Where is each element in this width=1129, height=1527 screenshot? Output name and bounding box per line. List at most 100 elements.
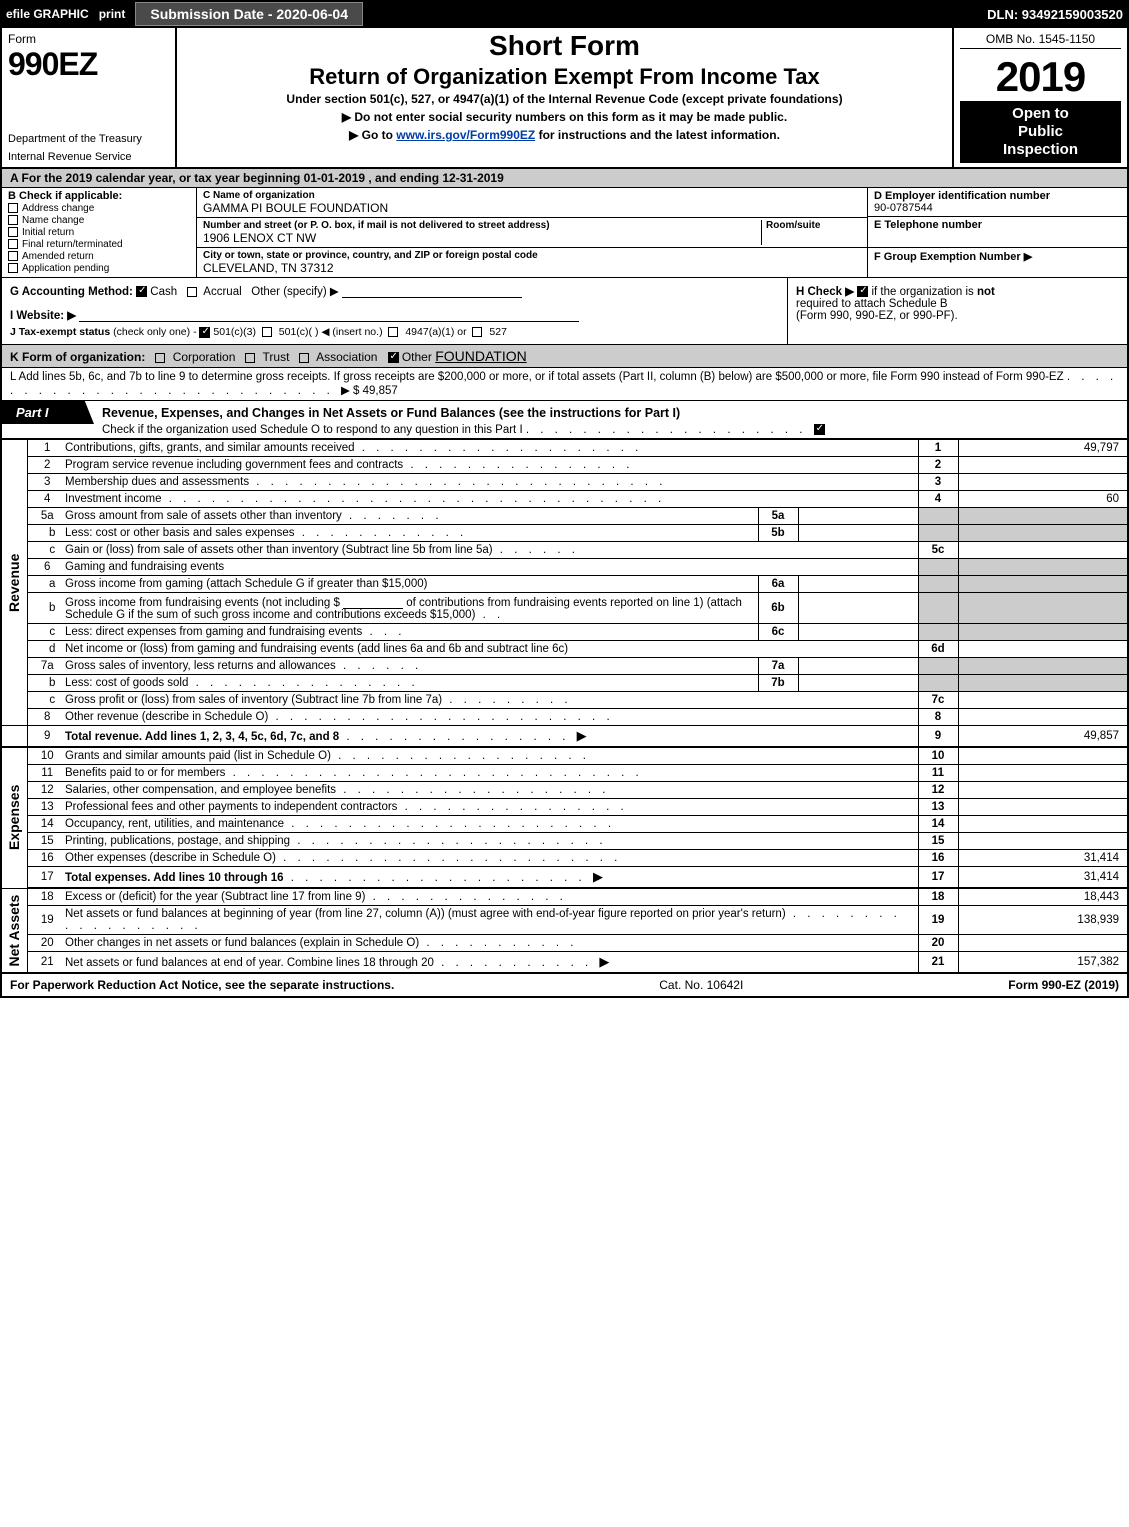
row-18: Net Assets 18 Excess or (deficit) for th…: [1, 888, 1128, 906]
irs-link[interactable]: www.irs.gov/Form990EZ: [396, 128, 535, 142]
lnum-6c: c: [27, 624, 61, 641]
chk-527[interactable]: [472, 327, 482, 337]
chk-trust[interactable]: [245, 353, 255, 363]
opt-final-return: Final return/terminated: [22, 239, 123, 250]
lnum-10: 10: [27, 747, 61, 765]
chk-4947[interactable]: [388, 327, 398, 337]
row-8: 8 Other revenue (describe in Schedule O)…: [1, 709, 1128, 726]
desc-2: Program service revenue including govern…: [65, 459, 403, 471]
rnum-20: 20: [918, 935, 958, 952]
arrow-9: ▶: [577, 728, 587, 743]
row-21: 21 Net assets or fund balances at end of…: [1, 952, 1128, 973]
row-7b: b Less: cost of goods sold . . . . . . .…: [1, 675, 1128, 692]
chk-h[interactable]: [857, 286, 868, 297]
chk-schedule-o[interactable]: [814, 424, 825, 435]
rval-9: 49,857: [958, 726, 1128, 748]
lnum-20: 20: [27, 935, 61, 952]
instruct-goto-pre: ▶ Go to: [349, 128, 396, 142]
chk-application-pending[interactable]: [8, 263, 18, 273]
row-13: 13 Professional fees and other payments …: [1, 799, 1128, 816]
opt-amended-return: Amended return: [22, 251, 94, 262]
header-right: OMB No. 1545-1150 2019 Open to Public In…: [952, 28, 1127, 167]
lnum-17: 17: [27, 867, 61, 889]
lnum-11: 11: [27, 765, 61, 782]
desc-13: Professional fees and other payments to …: [65, 801, 397, 813]
row-17: 17 Total expenses. Add lines 10 through …: [1, 867, 1128, 889]
instruct-goto-post: for instructions and the latest informat…: [539, 128, 780, 142]
chk-accrual[interactable]: [187, 287, 197, 297]
lnum-5c: c: [27, 542, 61, 559]
website-field[interactable]: [79, 308, 579, 322]
instruct-ssn: ▶ Do not enter social security numbers o…: [185, 110, 944, 124]
sub-5b: 5b: [758, 525, 798, 542]
opt-address-change: Address change: [22, 203, 94, 214]
rval-16: 31,414: [958, 850, 1128, 867]
rval-6d: [958, 641, 1128, 658]
footer: For Paperwork Reduction Act Notice, see …: [0, 973, 1129, 998]
j-sub: (check only one) -: [113, 326, 196, 338]
form-number: 990EZ: [8, 46, 169, 83]
desc-6: Gaming and fundraising events: [65, 561, 224, 573]
arrow-17: ▶: [593, 869, 603, 884]
short-form-title: Short Form: [185, 30, 944, 62]
desc-16: Other expenses (describe in Schedule O): [65, 852, 276, 864]
rval-11: [958, 765, 1128, 782]
form-table: Revenue 1 Contributions, gifts, grants, …: [0, 439, 1129, 973]
chk-initial-return[interactable]: [8, 227, 18, 237]
rnum-7c: 7c: [918, 692, 958, 709]
under-section: Under section 501(c), 527, or 4947(a)(1)…: [185, 92, 944, 106]
chk-corp[interactable]: [155, 353, 165, 363]
dept-irs: Internal Revenue Service: [8, 151, 169, 163]
desc-19: Net assets or fund balances at beginning…: [65, 908, 786, 920]
part1-header: Part I Revenue, Expenses, and Changes in…: [0, 401, 1129, 439]
desc-15: Printing, publications, postage, and shi…: [65, 835, 290, 847]
k-label: K Form of organization:: [10, 350, 145, 364]
part1-tab: Part I: [2, 401, 94, 424]
row-3: 3 Membership dues and assessments . . . …: [1, 474, 1128, 491]
sub-6c: 6c: [758, 624, 798, 641]
e-label: E Telephone number: [874, 219, 1121, 231]
lnum-14: 14: [27, 816, 61, 833]
desc-14: Occupancy, rent, utilities, and maintena…: [65, 818, 284, 830]
k-row: K Form of organization: Corporation Trus…: [0, 345, 1129, 368]
part1-dots: . . . . . . . . . . . . . . . . . . . .: [526, 424, 814, 436]
open-to-public: Open to Public Inspection: [960, 101, 1121, 163]
i-label: I Website: ▶: [10, 310, 76, 322]
opt-application-pending: Application pending: [22, 263, 109, 274]
chk-501c[interactable]: [262, 327, 272, 337]
k-assoc: Association: [316, 350, 377, 364]
rnum-14: 14: [918, 816, 958, 833]
chk-amended-return[interactable]: [8, 251, 18, 261]
header-left: Form 990EZ Department of the Treasury In…: [2, 28, 177, 167]
chk-501c3[interactable]: [199, 327, 210, 338]
chk-other[interactable]: [388, 352, 399, 363]
chk-final-return[interactable]: [8, 239, 18, 249]
rval-21: 157,382: [958, 952, 1128, 973]
lnum-6a: a: [27, 576, 61, 593]
footer-left: For Paperwork Reduction Act Notice, see …: [10, 978, 394, 992]
chk-name-change[interactable]: [8, 215, 18, 225]
rnum-6d: 6d: [918, 641, 958, 658]
lnum-18: 18: [27, 888, 61, 906]
g-other-field[interactable]: [342, 284, 522, 298]
row-20: 20 Other changes in net assets or fund b…: [1, 935, 1128, 952]
opt-name-change: Name change: [22, 215, 84, 226]
lnum-7b: b: [27, 675, 61, 692]
l-text: L Add lines 5b, 6c, and 7b to line 9 to …: [10, 371, 1064, 383]
desc-18: Excess or (deficit) for the year (Subtra…: [65, 891, 365, 903]
print-link[interactable]: print: [99, 7, 126, 21]
rnum-8: 8: [918, 709, 958, 726]
l-amount: ▶ $ 49,857: [341, 385, 398, 397]
desc-5a: Gross amount from sale of assets other t…: [65, 510, 342, 522]
open-line1: Open to: [964, 105, 1117, 123]
chk-assoc[interactable]: [299, 353, 309, 363]
c-city-label: City or town, state or province, country…: [203, 250, 861, 261]
desc-10: Grants and similar amounts paid (list in…: [65, 750, 331, 762]
row-11: 11 Benefits paid to or for members . . .…: [1, 765, 1128, 782]
6b-amount-field[interactable]: [343, 595, 403, 609]
chk-address-change[interactable]: [8, 203, 18, 213]
chk-cash[interactable]: [136, 286, 147, 297]
lnum-3: 3: [27, 474, 61, 491]
desc-4: Investment income: [65, 493, 162, 505]
rval-19: 138,939: [958, 906, 1128, 935]
